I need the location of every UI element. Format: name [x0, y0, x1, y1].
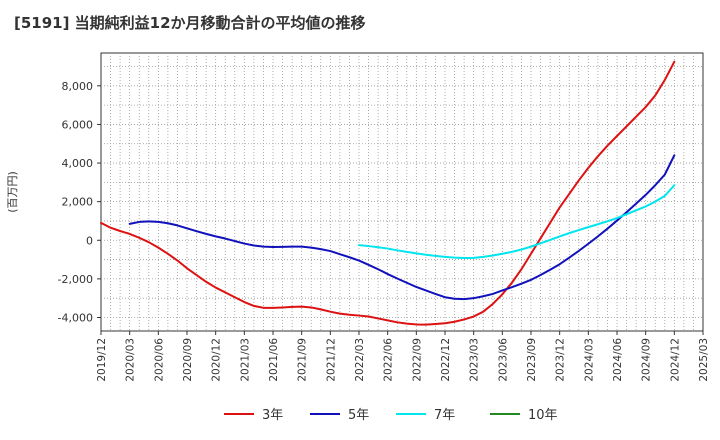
- x-tick-label: 2022/03: [354, 338, 366, 382]
- x-tick-label: 2023/09: [526, 338, 538, 382]
- series-line-2: [128, 154, 676, 301]
- x-tick-label: 2020/09: [182, 338, 194, 382]
- y-tick-label: 6,000: [62, 118, 94, 131]
- chart-title: [5191] 当期純利益12か月移動合計の平均値の推移: [14, 14, 366, 32]
- x-tick-label: 2025/03: [698, 338, 710, 382]
- y-tick-label: -4,000: [58, 311, 93, 324]
- x-tick-label: 2020/12: [211, 338, 223, 382]
- x-tick-label: 2019/12: [96, 338, 108, 382]
- plot-area: [100, 52, 704, 332]
- series-line-3: [358, 184, 676, 260]
- x-tick-label: 2020/06: [153, 338, 165, 382]
- x-tick-label: 2024/12: [669, 338, 681, 382]
- x-tick-label: 2021/09: [297, 338, 309, 382]
- x-tick-label: 2024/06: [612, 338, 624, 382]
- x-tick-label: 2024/09: [641, 338, 653, 382]
- y-tick-label: -2,000: [58, 273, 93, 286]
- legend-label-4: 10年: [528, 408, 558, 423]
- x-tick-label: 2023/12: [555, 338, 567, 382]
- x-tick-label: 2023/03: [469, 338, 481, 382]
- y-tick-label: 2,000: [62, 196, 94, 209]
- x-tick-label: 2021/12: [325, 338, 337, 382]
- x-tick-label: 2022/12: [440, 338, 452, 382]
- legend-label-3: 7年: [434, 408, 455, 423]
- x-tick-label: 2022/09: [411, 338, 423, 382]
- x-tick-label: 2021/06: [268, 338, 280, 382]
- legend-label-1: 3年: [262, 408, 283, 423]
- y-tick-label: 4,000: [62, 157, 94, 170]
- x-tick-label: 2023/06: [497, 338, 509, 382]
- y-axis-label: (百万円): [6, 171, 19, 213]
- x-tick-label: 2024/03: [583, 338, 595, 382]
- series-line-1: [100, 60, 676, 326]
- y-tick-label: 8,000: [62, 80, 94, 93]
- x-tick-label: 2022/06: [383, 338, 395, 382]
- x-tick-label: 2021/03: [239, 338, 251, 382]
- y-tick-label: 0: [86, 234, 93, 247]
- legend-label-2: 5年: [348, 408, 369, 423]
- x-tick-label: 2020/03: [125, 338, 137, 382]
